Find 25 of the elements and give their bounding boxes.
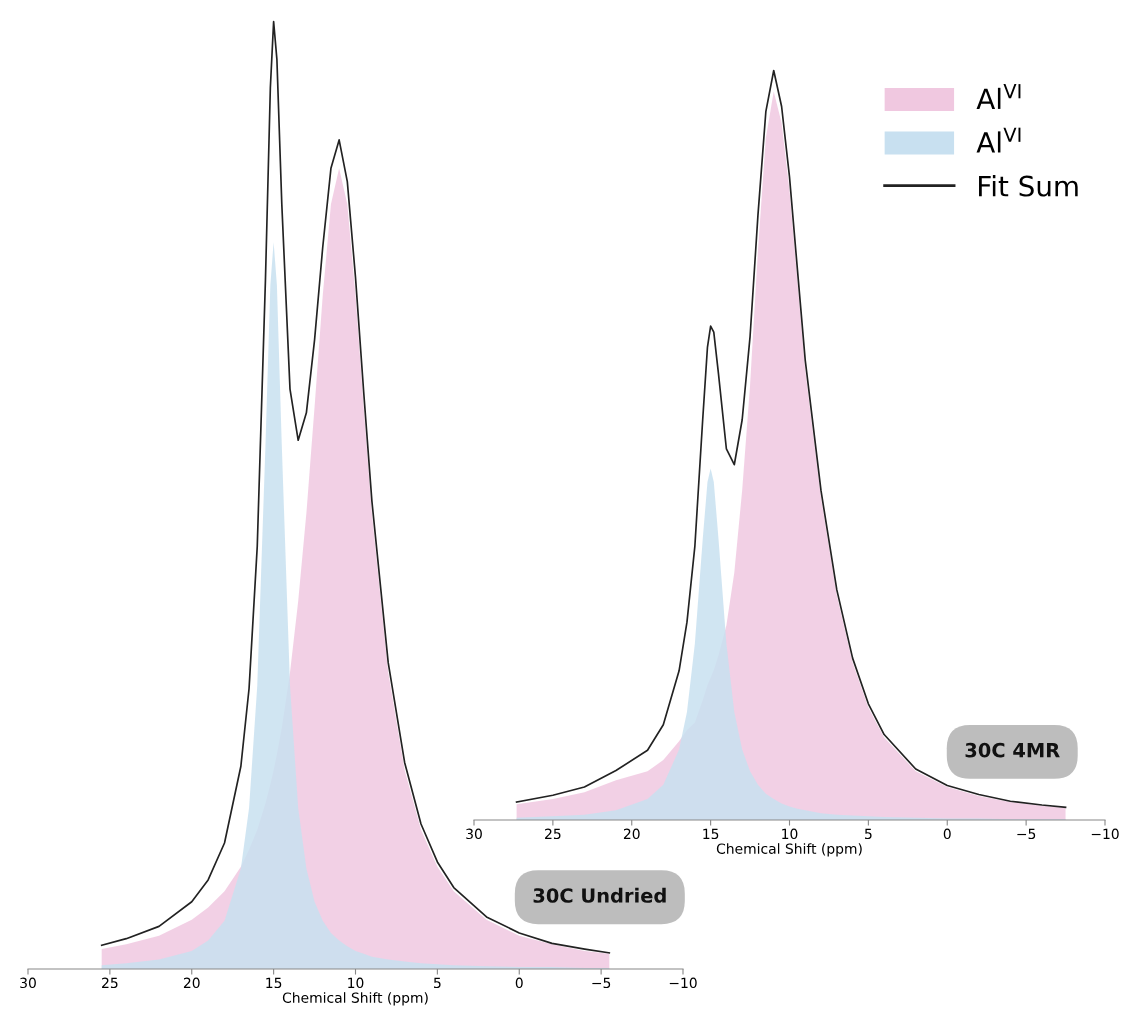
x-axis-title: Chemical Shift (ppm) (716, 843, 862, 857)
x-tick-label: 20 (183, 977, 200, 989)
x-tick-label: 5 (865, 828, 872, 840)
x-axis-title: Chemical Shift (ppm) (282, 992, 428, 1006)
x-tick-label: −10 (1091, 828, 1119, 840)
legend-label: Al$^{VI}$ (976, 127, 1021, 153)
x-tick-label: 25 (102, 977, 118, 989)
x-tick-label: 25 (545, 828, 561, 840)
x-tick-label: 20 (623, 828, 640, 840)
x-tick-label: 30 (466, 828, 482, 840)
x-tick-label: 0 (943, 828, 951, 840)
annotation: 30C Undried (533, 887, 666, 903)
legend-label: Al$^{VI}$ (976, 84, 1021, 109)
x-tick-label: 15 (703, 828, 719, 840)
legend-label: Fit Sum (979, 175, 1078, 197)
x-tick-label: −5 (592, 977, 611, 989)
x-tick-label: 10 (348, 977, 364, 989)
x-tick-label: 0 (515, 977, 523, 989)
x-tick-label: −5 (1017, 828, 1036, 840)
x-tick-label: 30 (20, 977, 36, 989)
x-tick-label: 5 (434, 977, 441, 989)
x-tick-label: 10 (782, 828, 798, 840)
x-tick-label: 15 (266, 977, 282, 989)
annotation: 30C 4MR (965, 742, 1060, 758)
x-tick-label: −10 (669, 977, 697, 989)
